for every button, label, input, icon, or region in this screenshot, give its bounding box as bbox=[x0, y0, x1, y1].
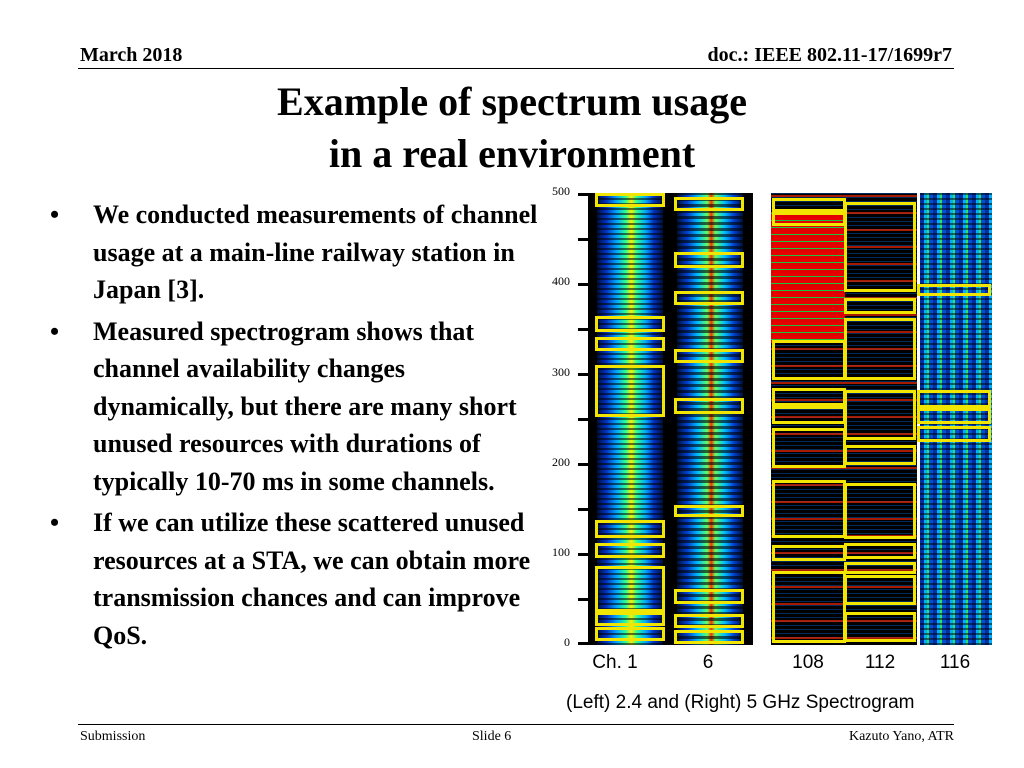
unused-resource-box bbox=[595, 543, 665, 558]
header-rule bbox=[78, 68, 954, 69]
spectrogram-5g-116 bbox=[920, 193, 992, 645]
y-tick bbox=[578, 193, 590, 196]
footer-slide-number: Slide 6 bbox=[472, 729, 512, 744]
unused-resource-box bbox=[844, 575, 916, 605]
channel-label-112: 112 bbox=[864, 652, 896, 673]
unused-resource-box bbox=[674, 505, 744, 517]
bullet-item: • If we can utilize these scattered unuse… bbox=[50, 504, 540, 654]
y-tick bbox=[578, 283, 590, 286]
y-tick-label: 500 bbox=[552, 184, 570, 198]
unused-resource-box bbox=[844, 543, 916, 559]
unused-resource-box bbox=[595, 316, 665, 332]
y-tick-label: 200 bbox=[552, 455, 570, 469]
unused-resource-box bbox=[917, 426, 991, 442]
unused-resource-box bbox=[772, 198, 846, 212]
bullet-item: • We conducted measurements of channel us… bbox=[50, 196, 540, 309]
y-tick bbox=[578, 373, 590, 376]
spectrogram-2g4 bbox=[591, 193, 753, 645]
y-tick bbox=[578, 418, 590, 421]
unused-resource-box bbox=[844, 612, 916, 642]
unused-resource-box bbox=[772, 212, 846, 226]
unused-resource-box bbox=[917, 284, 991, 296]
unused-resource-box bbox=[844, 445, 916, 465]
channel-label-108: 108 bbox=[792, 652, 824, 673]
unused-resource-box bbox=[772, 406, 846, 424]
header-date: March 2018 bbox=[80, 44, 183, 66]
y-tick bbox=[578, 463, 590, 466]
y-tick bbox=[578, 642, 590, 645]
unused-resource-box bbox=[844, 562, 916, 574]
unused-resource-box bbox=[674, 197, 744, 211]
unused-resource-box bbox=[772, 388, 846, 406]
unused-resource-box bbox=[595, 365, 665, 417]
unused-resource-box bbox=[674, 349, 744, 363]
unused-resource-box bbox=[844, 483, 916, 539]
unused-resource-box bbox=[844, 298, 916, 314]
unused-resource-box bbox=[844, 390, 916, 440]
channel-label-116: 116 bbox=[939, 652, 971, 673]
unused-resource-box bbox=[772, 340, 846, 380]
unused-resource-box bbox=[772, 480, 846, 538]
unused-resource-box bbox=[772, 571, 846, 643]
unused-resource-box bbox=[772, 428, 846, 468]
unused-resource-box bbox=[595, 337, 665, 351]
y-tick bbox=[578, 328, 590, 331]
unused-resource-box bbox=[595, 520, 665, 538]
unused-resource-box bbox=[674, 291, 744, 305]
y-tick-label: 100 bbox=[552, 545, 570, 559]
unused-resource-box bbox=[917, 408, 991, 424]
footer-rule bbox=[78, 724, 954, 725]
unused-resource-box bbox=[917, 390, 991, 408]
y-tick-label: 400 bbox=[552, 274, 570, 288]
footer-submission: Submission bbox=[80, 729, 146, 744]
unused-resource-box bbox=[844, 202, 916, 292]
bullet-dot: • bbox=[50, 200, 60, 229]
channel-label-1: Ch. 1 bbox=[592, 652, 638, 673]
slide-title: Example of spectrum usage in a real envi… bbox=[0, 76, 1024, 180]
unused-resource-box bbox=[674, 252, 744, 268]
unused-resource-box bbox=[844, 318, 916, 380]
unused-resource-box bbox=[595, 627, 665, 641]
figure-caption: (Left) 2.4 and (Right) 5 GHz Spectrogram bbox=[566, 692, 915, 713]
bullet-dot: • bbox=[50, 316, 60, 346]
channel-label-6: 6 bbox=[702, 652, 714, 673]
unused-resource-box bbox=[595, 193, 665, 207]
footer-author: Kazuto Yano, ATR bbox=[848, 729, 954, 744]
y-tick bbox=[578, 598, 590, 601]
unused-resource-box bbox=[674, 589, 744, 604]
title-line-2: in a real environment bbox=[328, 131, 696, 176]
unused-resource-box bbox=[674, 614, 744, 628]
unused-resource-box bbox=[674, 630, 744, 644]
y-tick-label: 0 bbox=[564, 635, 570, 649]
y-tick bbox=[578, 238, 590, 241]
title-line-1: Example of spectrum usage bbox=[277, 79, 747, 124]
header-doc-id: doc.: IEEE 802.11-17/1699r7 bbox=[707, 44, 952, 66]
y-tick bbox=[578, 508, 590, 511]
y-tick-label: 300 bbox=[552, 365, 570, 379]
unused-resource-box bbox=[674, 398, 744, 414]
bullet-item: • Measured spectrogram shows that channel… bbox=[50, 313, 540, 501]
bullet-dot: • bbox=[50, 508, 60, 537]
unused-resource-box bbox=[595, 612, 665, 626]
bullet-list: • We conducted measurements of channel us… bbox=[50, 196, 540, 658]
unused-resource-box bbox=[772, 545, 846, 561]
y-tick bbox=[578, 553, 590, 556]
unused-resource-box bbox=[595, 566, 665, 612]
